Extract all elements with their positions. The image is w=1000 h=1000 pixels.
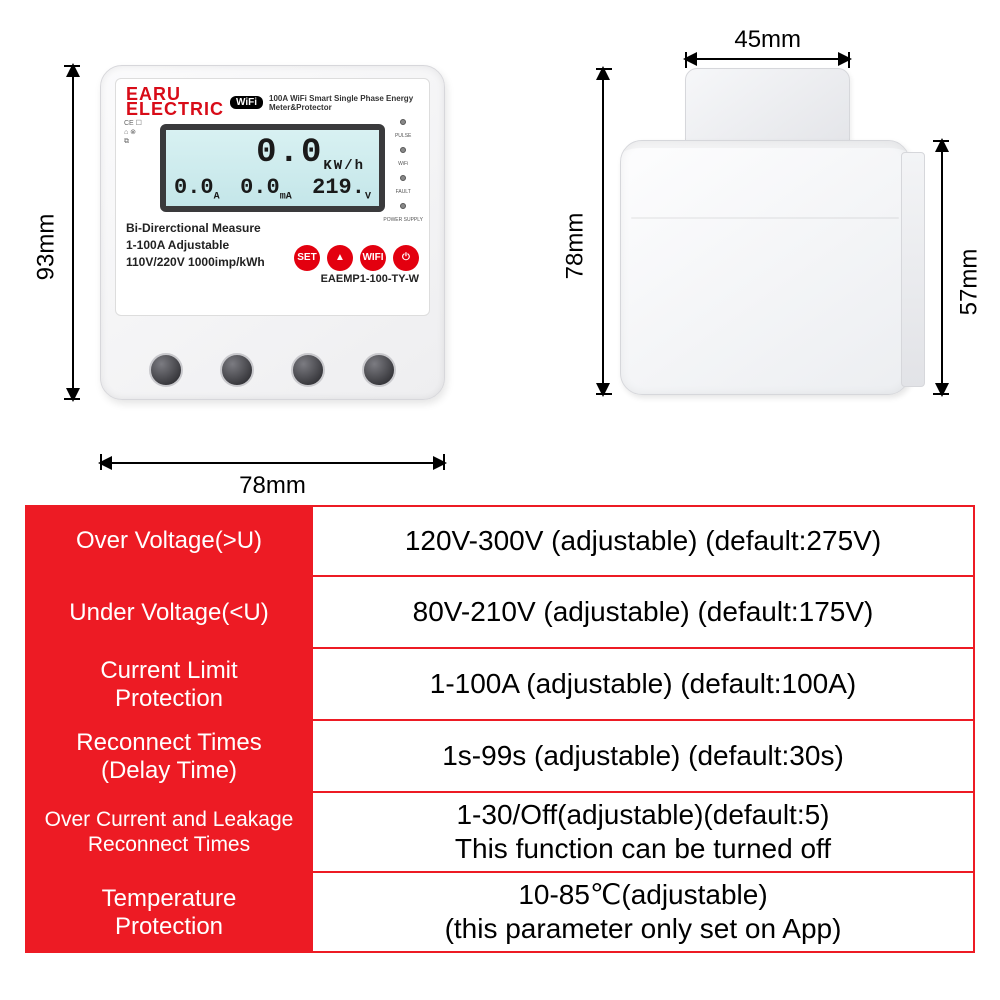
- spec-label: Current LimitProtection: [25, 649, 313, 721]
- model-number: EAEMP1-100-TY-W: [126, 273, 419, 285]
- spec-value: 10-85℃(adjustable)(this parameter only s…: [313, 873, 975, 953]
- terminal-3: [291, 353, 325, 387]
- terminals: [131, 353, 414, 387]
- dim-side-78mm: 78mm: [562, 68, 612, 395]
- terminal-4: [362, 353, 396, 387]
- control-buttons: SET ▲ WIFI ⏻: [294, 245, 419, 271]
- spec-label: Over Voltage(>U): [25, 505, 313, 577]
- spec-value: 1-100A (adjustable) (default:100A): [313, 649, 975, 721]
- cert-marks: CE ☐⌂ ⊗⧉: [124, 119, 142, 146]
- lcd-kwh-value: 0.0: [256, 134, 323, 172]
- lcd-v-value: 219.: [312, 175, 365, 200]
- pulse-led-label: PULSE: [395, 133, 411, 139]
- dim-width-78mm: 78mm: [100, 454, 445, 496]
- device-title: 100A WiFi Smart Single Phase Energy Mete…: [269, 94, 419, 112]
- table-row: Over Current and LeakageReconnect Times …: [25, 793, 975, 873]
- up-button[interactable]: ▲: [327, 245, 353, 271]
- status-leds: PULSE WiFi FAULT POWER SUPPLY: [383, 119, 423, 223]
- lcd-ma-unit: mA: [280, 191, 292, 202]
- dim-label: 78mm: [562, 212, 590, 279]
- lcd-ma-value: 0.0: [240, 175, 280, 200]
- dim-label: 57mm: [956, 248, 984, 315]
- fault-led: [400, 175, 406, 181]
- terminal-2: [220, 353, 254, 387]
- side-main-body: [620, 140, 910, 395]
- side-rail-clip: [901, 152, 925, 387]
- dimension-diagrams: 93mm EARU ELECTRIC WiFi 100A WiFi Smart …: [25, 30, 975, 470]
- spec-label: Over Current and LeakageReconnect Times: [25, 793, 313, 873]
- lcd-a-value: 0.0: [174, 175, 214, 200]
- table-row: Under Voltage(<U) 80V-210V (adjustable) …: [25, 577, 975, 649]
- spec-label: Reconnect Times(Delay Time): [25, 721, 313, 793]
- side-view: 45mm 78mm 57mm: [550, 30, 975, 450]
- spec-label: Under Voltage(<U): [25, 577, 313, 649]
- info-line-1: Bi-Direrctional Measure: [126, 220, 265, 237]
- info-line-3: 110V/220V 1000imp/kWh: [126, 254, 265, 271]
- device-info-text: Bi-Direrctional Measure 1-100A Adjustabl…: [126, 220, 265, 270]
- wifi-badge: WiFi: [230, 96, 263, 109]
- dim-depth-45mm: 45mm: [685, 30, 850, 66]
- table-row: Current LimitProtection 1-100A (adjustab…: [25, 649, 975, 721]
- pulse-led: [400, 119, 406, 125]
- fault-led-label: FAULT: [396, 189, 411, 195]
- spec-label: TemperatureProtection: [25, 873, 313, 953]
- dim-label: 93mm: [32, 213, 60, 280]
- spec-value: 1s-99s (adjustable) (default:30s): [313, 721, 975, 793]
- table-row: Over Voltage(>U) 120V-300V (adjustable) …: [25, 505, 975, 577]
- dim-side-57mm: 57mm: [933, 140, 983, 395]
- table-row: TemperatureProtection 10-85℃(adjustable)…: [25, 873, 975, 953]
- set-button[interactable]: SET: [294, 245, 320, 271]
- device-panel: EARU ELECTRIC WiFi 100A WiFi Smart Singl…: [115, 78, 430, 316]
- lcd-a-unit: A: [214, 191, 220, 202]
- wifi-button[interactable]: WIFI: [360, 245, 386, 271]
- dim-label: 78mm: [239, 472, 306, 500]
- lcd-kwh-unit: KW/h: [323, 158, 365, 174]
- brand-sub: ELECTRIC: [126, 99, 224, 119]
- table-row: Reconnect Times(Delay Time) 1s-99s (adju…: [25, 721, 975, 793]
- info-line-2: 1-100A Adjustable: [126, 237, 265, 254]
- spec-table: Over Voltage(>U) 120V-300V (adjustable) …: [25, 505, 975, 953]
- power-led: [400, 203, 406, 209]
- wifi-led-label: WiFi: [398, 161, 408, 167]
- front-view: 93mm EARU ELECTRIC WiFi 100A WiFi Smart …: [85, 30, 480, 450]
- spec-value: 120V-300V (adjustable) (default:275V): [313, 505, 975, 577]
- power-led-label: POWER SUPPLY: [383, 217, 423, 223]
- spec-value: 1-30/Off(adjustable)(default:5)This func…: [313, 793, 975, 873]
- lcd-v-unit: V: [365, 191, 371, 202]
- side-top-housing: [685, 68, 850, 146]
- dim-height-93mm: 93mm: [35, 65, 80, 400]
- wifi-led: [400, 147, 406, 153]
- power-button[interactable]: ⏻: [393, 245, 419, 271]
- terminal-1: [149, 353, 183, 387]
- dim-label: 45mm: [734, 26, 801, 54]
- lcd-screen: 0.0KW/h 0.0A 0.0mA 219.V: [160, 124, 385, 212]
- spec-value: 80V-210V (adjustable) (default:175V): [313, 577, 975, 649]
- device-front-body: EARU ELECTRIC WiFi 100A WiFi Smart Singl…: [100, 65, 445, 400]
